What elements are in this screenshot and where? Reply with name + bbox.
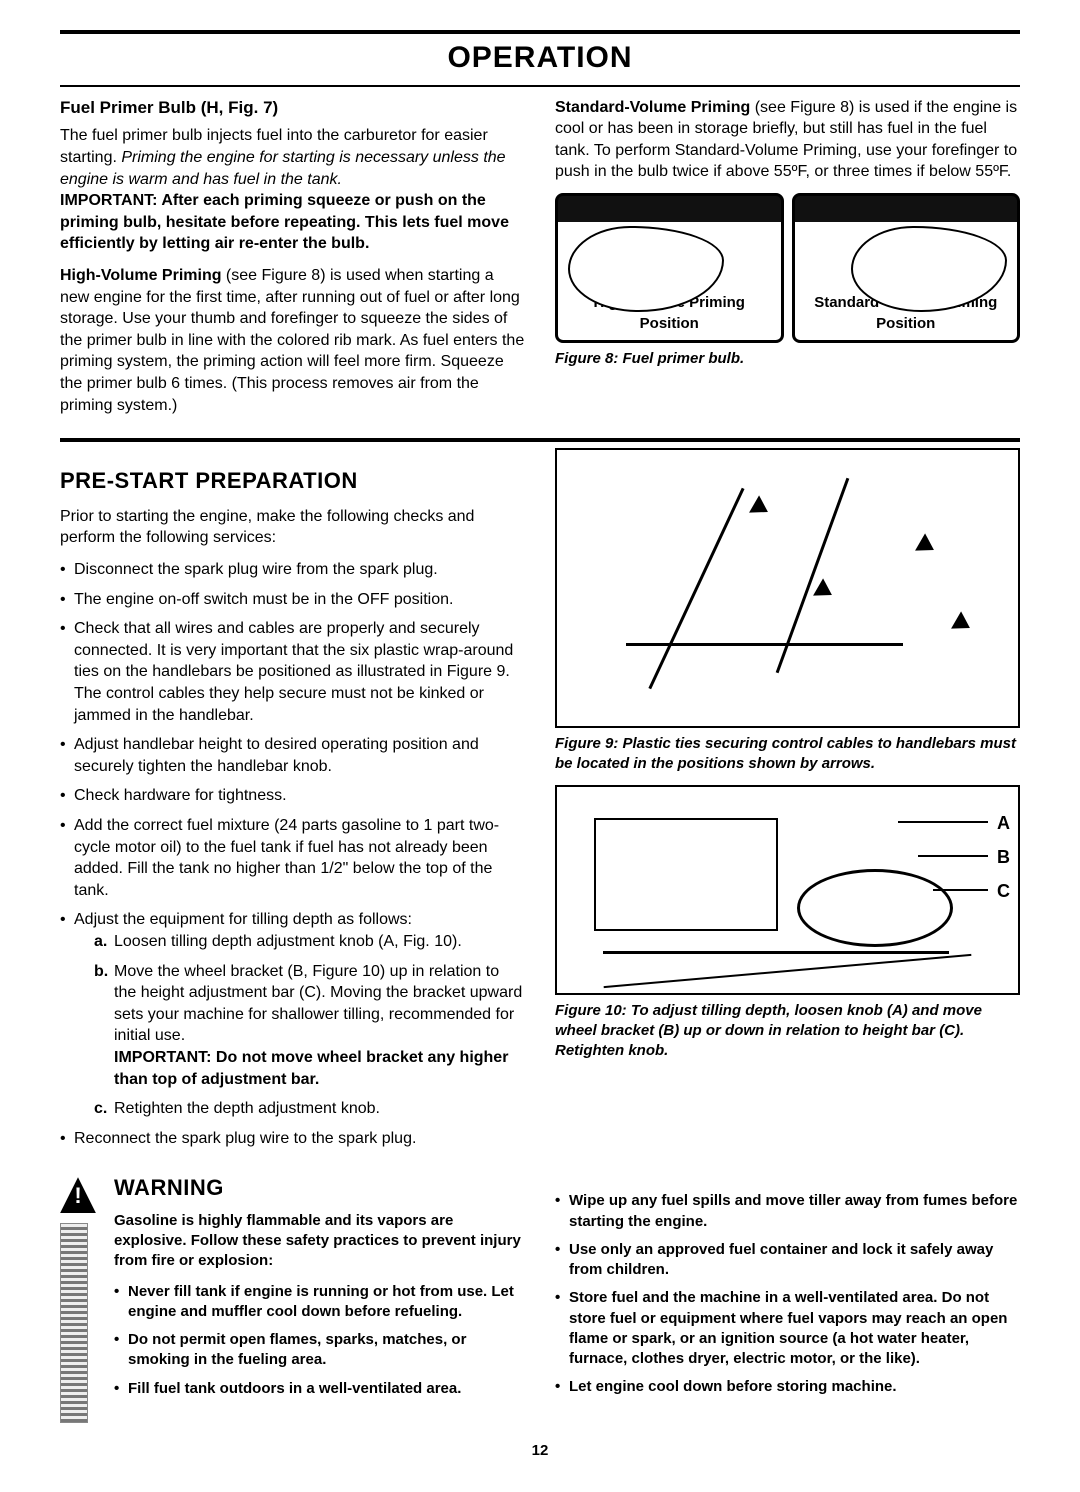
engine-sketch bbox=[594, 818, 778, 931]
sketch-line bbox=[603, 951, 949, 954]
warning-triangle-icon bbox=[60, 1177, 96, 1213]
fuel-primer-p1: The fuel primer bulb injects fuel into t… bbox=[60, 125, 525, 255]
figure-10: A B C bbox=[555, 785, 1020, 995]
warning-body: WARNING Gasoline is highly flammable and… bbox=[114, 1173, 525, 1407]
ps-b7b-b: IMPORTANT: Do not move wheel bracket any… bbox=[114, 1049, 508, 1088]
wheel-sketch bbox=[797, 869, 954, 947]
warning-intro: Gasoline is highly flammable and its vap… bbox=[114, 1211, 525, 1272]
mid-two-col: PRE-START PREPARATION Prior to starting … bbox=[60, 448, 1020, 1157]
fuel-primer-p2: High-Volume Priming (see Figure 8) is us… bbox=[60, 265, 525, 416]
arrow-icon bbox=[813, 578, 837, 603]
fuel-primer-heading: Fuel Primer Bulb (H, Fig. 7) bbox=[60, 97, 525, 120]
fuel-primer-p3: Standard-Volume Priming (see Figure 8) i… bbox=[555, 97, 1020, 183]
sketch-line bbox=[604, 954, 972, 988]
warn-l3: Fill fuel tank outdoors in a well-ventil… bbox=[114, 1379, 525, 1399]
page-title: OPERATION bbox=[60, 38, 1020, 79]
prestart-list: Disconnect the spark plug wire from the … bbox=[60, 559, 525, 1149]
ps-b1: Disconnect the spark plug wire from the … bbox=[60, 559, 525, 581]
warn-r3: Store fuel and the machine in a well-ven… bbox=[555, 1288, 1020, 1369]
arrow-icon bbox=[915, 534, 939, 559]
ps-b7-text: Adjust the equipment for tilling depth a… bbox=[74, 911, 412, 928]
warning-left-col: WARNING Gasoline is highly flammable and… bbox=[60, 1157, 525, 1423]
figure-9-caption: Figure 9: Plastic ties securing control … bbox=[555, 734, 1020, 775]
warn-l2: Do not permit open flames, sparks, match… bbox=[114, 1330, 525, 1371]
warning-heading: WARNING bbox=[114, 1173, 525, 1203]
arrow-icon bbox=[749, 495, 773, 520]
fig10-label-b: B bbox=[997, 845, 1010, 869]
fp-p1b: Priming the engine for starting is neces… bbox=[60, 149, 506, 188]
prestart-intro: Prior to starting the engine, make the f… bbox=[60, 506, 525, 549]
warn-r4: Let engine cool down before storing mach… bbox=[555, 1377, 1020, 1397]
figure-10-caption: Figure 10: To adjust tilling depth, loos… bbox=[555, 1001, 1020, 1062]
warn-icon-col bbox=[60, 1173, 100, 1423]
warn-r1: Wipe up any fuel spills and move tiller … bbox=[555, 1191, 1020, 1232]
leader-line bbox=[918, 855, 988, 857]
fp-p2a: High-Volume Priming bbox=[60, 267, 221, 284]
top-two-col: Fuel Primer Bulb (H, Fig. 7) The fuel pr… bbox=[60, 97, 1020, 427]
fig10-label-c: C bbox=[997, 879, 1010, 903]
figure-8-right: Standard-Volume Priming Position bbox=[792, 193, 1021, 343]
ps-b7: Adjust the equipment for tilling depth a… bbox=[60, 909, 525, 1119]
arrow-icon bbox=[952, 611, 976, 636]
figure-8-left: High-Volume Priming Position bbox=[555, 193, 784, 343]
top-left-col: Fuel Primer Bulb (H, Fig. 7) The fuel pr… bbox=[60, 97, 525, 427]
divider bbox=[60, 438, 1020, 442]
ps-b3: Check that all wires and cables are prop… bbox=[60, 618, 525, 726]
top-right-col: Standard-Volume Priming (see Figure 8) i… bbox=[555, 97, 1020, 427]
fp-p3a: Standard-Volume Priming bbox=[555, 99, 750, 116]
warn-r2: Use only an approved fuel container and … bbox=[555, 1240, 1020, 1281]
ps-b5: Check hardware for tightness. bbox=[60, 785, 525, 807]
leader-line bbox=[933, 889, 988, 891]
warning-two-col: WARNING Gasoline is highly flammable and… bbox=[60, 1157, 1020, 1423]
section-title-bar: OPERATION bbox=[60, 30, 1020, 87]
ps-b7a: Loosen tilling depth adjustment knob (A,… bbox=[94, 931, 525, 953]
ps-b4: Adjust handlebar height to desired opera… bbox=[60, 734, 525, 777]
warning-stripe bbox=[60, 1223, 88, 1423]
page-number: 12 bbox=[60, 1441, 1020, 1461]
warn-l1: Never fill tank if engine is running or … bbox=[114, 1282, 525, 1323]
ps-b7b: Move the wheel bracket (B, Figure 10) up… bbox=[94, 961, 525, 1091]
ps-b6: Add the correct fuel mixture (24 parts g… bbox=[60, 815, 525, 901]
ps-b7c: Retighten the depth adjustment knob. bbox=[94, 1098, 525, 1120]
leader-line bbox=[898, 821, 988, 823]
sketch-line bbox=[649, 487, 745, 688]
ps-sublist: Loosen tilling depth adjustment knob (A,… bbox=[74, 931, 525, 1120]
warning-row: WARNING Gasoline is highly flammable and… bbox=[60, 1173, 525, 1423]
figure-8-caption: Figure 8: Fuel primer bulb. bbox=[555, 349, 1020, 369]
figure-8-row: High-Volume Priming Position Standard-Vo… bbox=[555, 193, 1020, 343]
fp-p1c: IMPORTANT: After each priming squeeze or… bbox=[60, 192, 509, 252]
warning-right-col: Wipe up any fuel spills and move tiller … bbox=[555, 1157, 1020, 1423]
sketch-line bbox=[626, 643, 903, 646]
mid-left-col: PRE-START PREPARATION Prior to starting … bbox=[60, 448, 525, 1157]
prestart-heading: PRE-START PREPARATION bbox=[60, 466, 525, 496]
ps-b7b-a: Move the wheel bracket (B, Figure 10) up… bbox=[114, 963, 522, 1045]
ps-b8: Reconnect the spark plug wire to the spa… bbox=[60, 1128, 525, 1150]
fp-p2b: (see Figure 8) is used when starting a n… bbox=[60, 267, 524, 414]
figure-9 bbox=[555, 448, 1020, 728]
mid-right-col: Figure 9: Plastic ties securing control … bbox=[555, 448, 1020, 1157]
fig10-label-a: A bbox=[997, 811, 1010, 835]
warning-left-list: Never fill tank if engine is running or … bbox=[114, 1282, 525, 1399]
ps-b2: The engine on-off switch must be in the … bbox=[60, 589, 525, 611]
warning-right-list: Wipe up any fuel spills and move tiller … bbox=[555, 1191, 1020, 1397]
